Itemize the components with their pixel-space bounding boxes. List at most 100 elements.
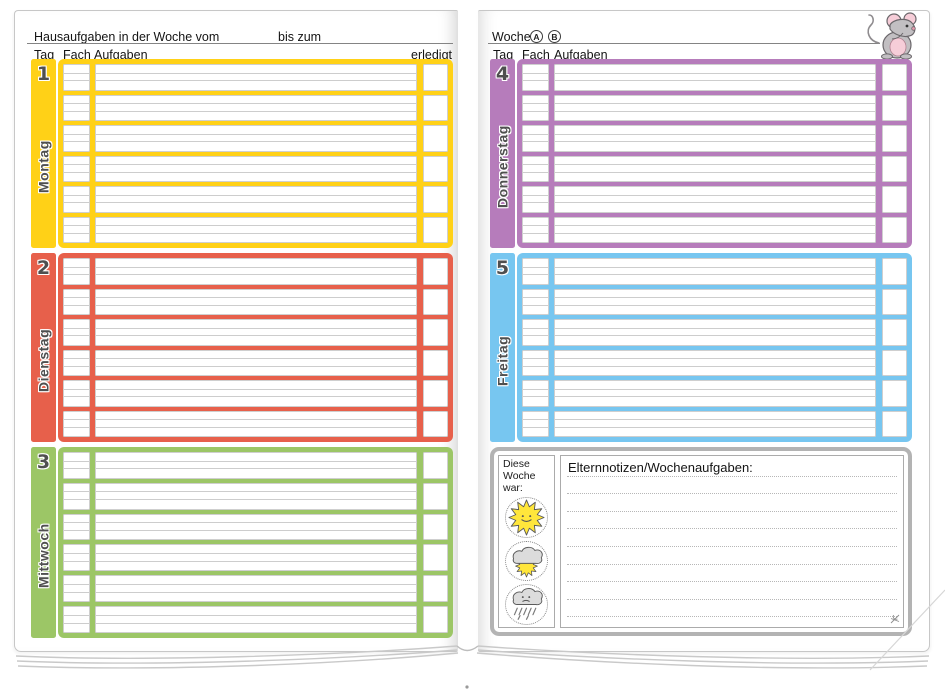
done-checkbox[interactable] [423, 544, 448, 572]
done-checkbox[interactable] [882, 94, 907, 121]
subject-cell[interactable] [63, 380, 90, 407]
done-checkbox[interactable] [882, 288, 907, 315]
subject-cell[interactable] [63, 288, 90, 315]
done-checkbox[interactable] [423, 349, 448, 376]
done-checkbox[interactable] [882, 155, 907, 182]
subject-cell[interactable] [522, 319, 549, 346]
tasks-cell[interactable] [554, 94, 876, 121]
subject-cell[interactable] [63, 606, 90, 633]
done-checkbox[interactable] [882, 216, 907, 243]
tasks-cell[interactable] [95, 482, 417, 510]
tasks-cell[interactable] [554, 216, 876, 243]
done-checkbox[interactable] [423, 513, 448, 541]
tasks-cell[interactable] [95, 288, 417, 315]
done-checkbox[interactable] [423, 216, 448, 243]
done-checkbox[interactable] [882, 349, 907, 376]
done-checkbox[interactable] [423, 288, 448, 315]
tasks-cell[interactable] [95, 125, 417, 152]
notes-line[interactable] [567, 477, 897, 495]
done-checkbox[interactable] [882, 410, 907, 437]
done-checkbox[interactable] [423, 94, 448, 121]
subject-cell[interactable] [63, 319, 90, 346]
done-checkbox[interactable] [423, 64, 448, 91]
raining-cloud-icon[interactable] [505, 584, 548, 626]
notes-line[interactable] [567, 617, 897, 627]
done-checkbox[interactable] [423, 319, 448, 346]
tasks-cell[interactable] [554, 186, 876, 213]
subject-cell[interactable] [522, 288, 549, 315]
subject-cell[interactable] [63, 349, 90, 376]
tasks-cell[interactable] [95, 155, 417, 182]
tasks-cell[interactable] [554, 125, 876, 152]
subject-cell[interactable] [522, 155, 549, 182]
subject-cell[interactable] [63, 452, 90, 479]
done-checkbox[interactable] [882, 125, 907, 152]
tasks-cell[interactable] [95, 319, 417, 346]
notes-line[interactable] [567, 494, 897, 512]
subject-cell[interactable] [63, 258, 90, 285]
subject-cell[interactable] [522, 125, 549, 152]
tasks-cell[interactable] [554, 258, 876, 285]
subject-cell[interactable] [63, 155, 90, 182]
done-checkbox[interactable] [423, 186, 448, 213]
tasks-cell[interactable] [554, 349, 876, 376]
subject-cell[interactable] [63, 125, 90, 152]
subject-cell[interactable] [522, 258, 549, 285]
tasks-cell[interactable] [95, 186, 417, 213]
subject-cell[interactable] [63, 186, 90, 213]
subject-cell[interactable] [63, 64, 90, 91]
notes-writing-area[interactable] [567, 459, 897, 623]
notes-line[interactable] [567, 600, 897, 618]
done-checkbox[interactable] [423, 575, 448, 603]
subject-cell[interactable] [63, 482, 90, 510]
subject-cell[interactable] [63, 94, 90, 121]
done-checkbox[interactable] [882, 319, 907, 346]
subject-cell[interactable] [63, 513, 90, 541]
done-checkbox[interactable] [882, 64, 907, 91]
subject-cell[interactable] [63, 410, 90, 437]
tasks-cell[interactable] [95, 216, 417, 243]
done-checkbox[interactable] [882, 380, 907, 407]
done-checkbox[interactable] [423, 155, 448, 182]
tasks-cell[interactable] [95, 380, 417, 407]
done-checkbox[interactable] [423, 482, 448, 510]
notes-line[interactable] [567, 459, 897, 477]
week-a-circle[interactable]: A [530, 30, 543, 43]
notes-line[interactable] [567, 565, 897, 583]
subject-cell[interactable] [63, 575, 90, 603]
notes-line[interactable] [567, 529, 897, 547]
done-checkbox[interactable] [423, 125, 448, 152]
subject-cell[interactable] [522, 64, 549, 91]
done-checkbox[interactable] [882, 186, 907, 213]
week-b-circle[interactable]: B [548, 30, 561, 43]
done-checkbox[interactable] [423, 258, 448, 285]
date-from-blank[interactable] [212, 30, 274, 43]
subject-cell[interactable] [522, 216, 549, 243]
notes-line[interactable] [567, 547, 897, 565]
date-to-blank[interactable] [321, 30, 439, 43]
subject-cell[interactable] [522, 380, 549, 407]
subject-cell[interactable] [522, 186, 549, 213]
tasks-cell[interactable] [95, 64, 417, 91]
subject-cell[interactable] [522, 410, 549, 437]
tasks-cell[interactable] [95, 452, 417, 479]
subject-cell[interactable] [63, 216, 90, 243]
tasks-cell[interactable] [95, 513, 417, 541]
tasks-cell[interactable] [554, 155, 876, 182]
sun-behind-cloud-icon[interactable] [505, 540, 548, 582]
done-checkbox[interactable] [423, 410, 448, 437]
tasks-cell[interactable] [95, 258, 417, 285]
done-checkbox[interactable] [882, 258, 907, 285]
tasks-cell[interactable] [95, 410, 417, 437]
smiling-sun-icon[interactable] [505, 497, 548, 538]
tasks-cell[interactable] [554, 410, 876, 437]
notes-line[interactable] [567, 582, 897, 600]
subject-cell[interactable] [63, 544, 90, 572]
tasks-cell[interactable] [95, 94, 417, 121]
notes-line[interactable] [567, 512, 897, 530]
tasks-cell[interactable] [554, 288, 876, 315]
tasks-cell[interactable] [554, 64, 876, 91]
tasks-cell[interactable] [554, 380, 876, 407]
tasks-cell[interactable] [95, 544, 417, 572]
subject-cell[interactable] [522, 349, 549, 376]
